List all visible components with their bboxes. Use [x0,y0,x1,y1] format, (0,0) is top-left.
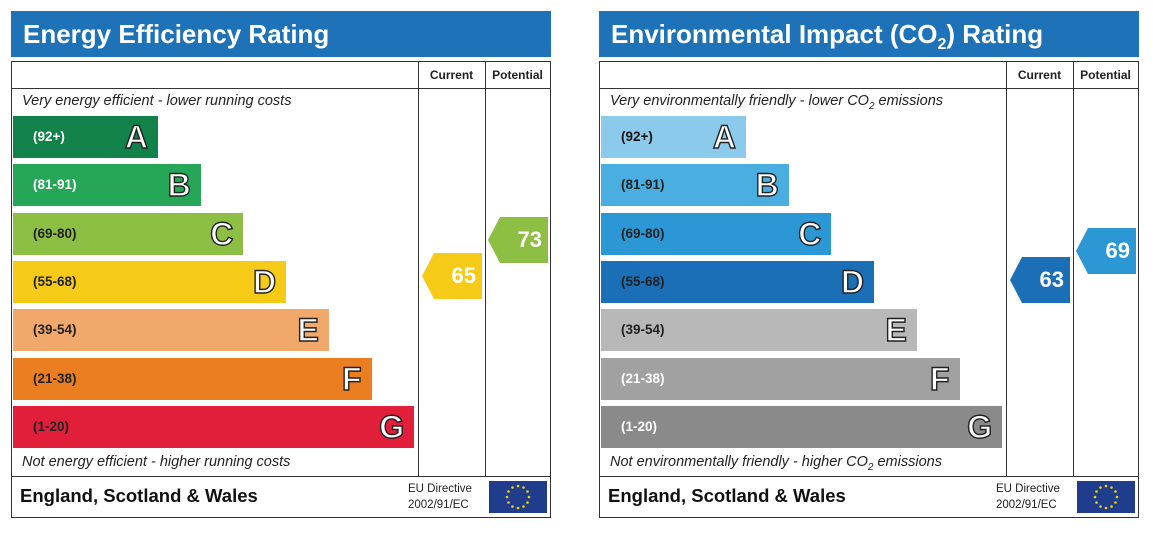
band-letter: F [929,360,950,397]
top-note: Very environmentally friendly - lower CO… [610,93,944,112]
band-range-label: (69-80) [33,225,77,241]
current-rating-arrow: 65 [422,252,482,299]
band-letter: C [210,215,235,252]
band-f: (21-38) F [13,357,372,400]
environmental-impact-panel: Environmental Impact (CO2) Rating Curren… [599,11,1139,518]
band-range-label: (69-80) [621,225,665,241]
band-letter: B [167,167,192,204]
environmental-chart-box: Current Potential Very environmentally f… [599,61,1139,518]
current-rating-value: 65 [451,262,476,288]
energy-chart-box: Current Potential Very energy efficient … [11,61,551,518]
band-letter: A [712,118,737,155]
band-range-label: (55-68) [621,273,665,289]
band-letter: B [755,167,780,204]
band-a: (92+) A [601,116,746,158]
band-range-label: (92+) [621,129,653,144]
band-letter: F [341,360,362,397]
band-d: (55-68) D [13,260,287,303]
region-label: England, Scotland & Wales [20,485,258,506]
band-letter: G [967,408,993,445]
band-range-label: (92+) [33,129,65,144]
potential-column-header: Potential [492,68,543,82]
band-letter: G [379,408,405,445]
band-letter: D [840,263,865,300]
potential-column-header: Potential [1080,68,1131,82]
band-range-label: (81-91) [621,177,665,193]
band-c: (69-80) C [13,212,244,255]
band-range-label: (39-54) [621,322,665,338]
current-rating-value: 63 [1039,267,1064,293]
band-letter: A [124,118,149,155]
band-d: (55-68) D [601,260,875,303]
band-a: (92+) A [13,116,158,158]
band-g: (1-20) G [601,405,1003,448]
bottom-note: Not energy efficient - higher running co… [22,454,291,470]
band-range-label: (21-38) [621,370,665,386]
eu-flag-icon [1077,481,1135,513]
band-c: (69-80) C [601,212,832,255]
band-g: (1-20) G [13,405,415,448]
eu-directive-text: EU Directive 2002/91/EC [408,483,472,511]
energy-title: Energy Efficiency Rating [11,11,551,57]
band-f: (21-38) F [601,357,960,400]
environmental-title: Environmental Impact (CO2) Rating [599,11,1139,57]
band-letter: C [798,215,823,252]
band-range-label: (55-68) [33,273,77,289]
top-note: Very energy efficient - lower running co… [22,93,292,109]
band-range-label: (1-20) [33,418,70,434]
region-label: England, Scotland & Wales [608,485,846,506]
band-range-label: (1-20) [621,418,658,434]
current-rating-arrow: 63 [1010,257,1070,304]
potential-rating-value: 73 [517,226,542,252]
current-column-header: Current [429,68,474,82]
potential-rating-arrow: 73 [488,216,548,263]
band-letter: D [252,263,277,300]
band-range-label: (21-38) [33,370,77,386]
band-letter: E [297,311,320,349]
band-b: (81-91) B [13,164,201,207]
band-range-label: (39-54) [33,322,77,338]
band-letter: E [885,311,908,349]
band-range-label: (81-91) [33,177,77,193]
band-e: (39-54) E [601,309,917,352]
potential-rating-arrow: 69 [1076,227,1136,274]
current-column-header: Current [1017,68,1062,82]
band-e: (39-54) E [13,309,329,352]
band-b: (81-91) B [601,164,789,207]
eu-flag-icon [489,481,547,513]
potential-rating-value: 69 [1105,237,1130,263]
bottom-note: Not environmentally friendly - higher CO… [610,454,942,473]
energy-efficiency-panel: Energy Efficiency Rating Current Potenti… [11,11,551,518]
eu-directive-text: EU Directive 2002/91/EC [996,483,1060,511]
